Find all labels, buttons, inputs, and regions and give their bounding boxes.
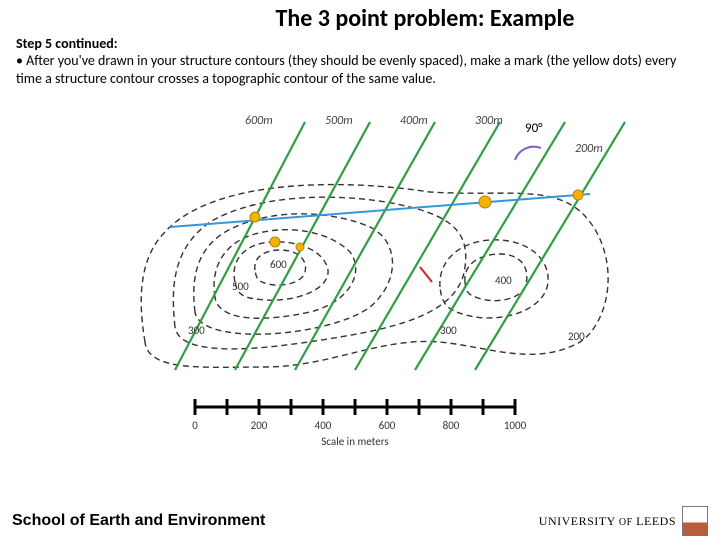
structure-contour	[475, 122, 625, 370]
topo-label: 400	[495, 274, 512, 287]
dip-tick	[420, 267, 432, 282]
structure-label: 500m	[325, 114, 353, 128]
structure-contour	[415, 122, 565, 370]
topo-label: 600	[270, 258, 287, 271]
scale-tick-label: 0	[192, 419, 198, 432]
uni-text-of: OF	[619, 517, 633, 528]
scale-tick-label: 800	[443, 419, 460, 432]
topo-label: 300	[440, 324, 457, 337]
topo-contour	[214, 230, 356, 319]
step-label: Step 5 continued:	[0, 33, 720, 52]
topo-label: 300	[188, 324, 205, 337]
topo-label: 500	[232, 280, 249, 293]
three-point-diagram: 600m 500m 400m 300m 200m 90° 600 500 300 400 300 20…	[80, 112, 640, 472]
intersection-dot	[479, 196, 491, 208]
topo-label: 200	[568, 330, 585, 343]
structure-label: 400m	[400, 114, 428, 128]
scale-tick-label: 200	[251, 419, 268, 432]
topo-contour	[141, 185, 608, 368]
scale-label: Scale in meters	[321, 435, 388, 448]
body-text: • After you've drawn in your structure c…	[0, 52, 720, 87]
page-title: The 3 point problem: Example	[0, 0, 720, 33]
intersection-dot	[573, 190, 583, 200]
structure-contour	[355, 122, 500, 370]
intersection-dot	[250, 212, 260, 222]
structure-label: 300m	[475, 114, 503, 128]
uni-text-1: UNIVERSITY	[539, 514, 616, 528]
topo-contour	[194, 214, 393, 334]
intersection-dot	[296, 243, 304, 251]
uni-text-2: LEEDS	[636, 514, 676, 528]
scale-tick-label: 1000	[504, 419, 527, 432]
leeds-logo-icon	[682, 506, 708, 536]
topo-contour	[440, 240, 548, 318]
footer-school: School of Earth and Environment	[12, 512, 265, 530]
footer-university: UNIVERSITY OF LEEDS	[539, 506, 708, 536]
structure-label: 200m	[575, 142, 603, 156]
structure-label: 600m	[245, 114, 273, 128]
scale-tick-label: 600	[379, 419, 396, 432]
footer: School of Earth and Environment UNIVERSI…	[0, 502, 720, 540]
angle-label: 90°	[525, 121, 543, 136]
intersection-dot	[270, 237, 280, 247]
scale-tick-label: 400	[315, 419, 332, 432]
angle-arc	[515, 147, 541, 160]
